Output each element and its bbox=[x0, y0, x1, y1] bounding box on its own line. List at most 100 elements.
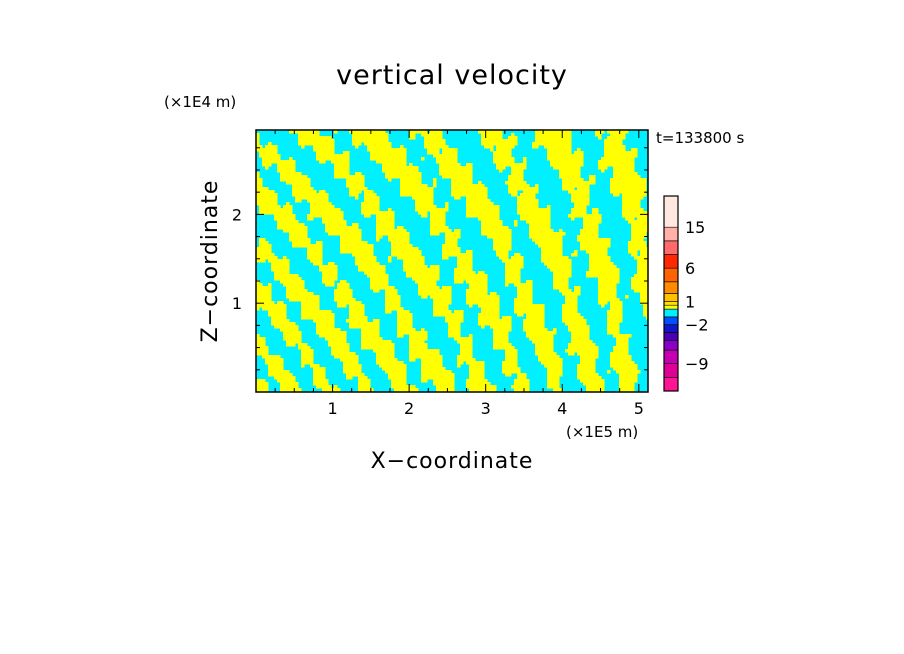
field-band bbox=[517, 286, 533, 290]
field-band bbox=[358, 382, 371, 386]
field-band bbox=[361, 340, 392, 344]
field-band bbox=[268, 373, 293, 377]
field-band bbox=[601, 169, 605, 173]
field-band bbox=[589, 268, 620, 272]
field-band bbox=[511, 166, 527, 170]
field-band bbox=[598, 289, 617, 293]
field-band bbox=[421, 373, 455, 377]
field-band bbox=[523, 328, 548, 332]
field-band bbox=[301, 313, 335, 317]
field-band bbox=[469, 373, 485, 377]
field-band bbox=[493, 346, 515, 350]
field-band bbox=[535, 352, 557, 356]
field-band bbox=[469, 367, 485, 371]
field-band bbox=[361, 208, 380, 212]
field-band bbox=[607, 313, 623, 317]
field-band bbox=[466, 280, 488, 284]
field-band bbox=[457, 358, 476, 362]
field-band bbox=[517, 208, 551, 212]
field-band bbox=[301, 364, 305, 368]
field-band bbox=[316, 331, 347, 335]
field-band bbox=[334, 292, 353, 296]
field-band bbox=[466, 298, 500, 302]
field-band bbox=[421, 295, 428, 299]
field-band bbox=[340, 235, 362, 239]
field-band bbox=[547, 151, 572, 155]
field-band bbox=[604, 145, 626, 149]
field-band bbox=[598, 166, 608, 170]
field-band bbox=[343, 361, 359, 365]
field-band bbox=[433, 181, 437, 185]
field-band bbox=[445, 241, 458, 245]
field-band bbox=[466, 301, 500, 305]
field-band bbox=[433, 382, 455, 386]
field-band bbox=[256, 175, 260, 179]
field-band bbox=[502, 364, 518, 368]
field-band bbox=[259, 154, 281, 158]
field-band bbox=[418, 289, 452, 293]
field-band bbox=[292, 184, 311, 188]
field-band bbox=[457, 265, 473, 269]
field-band bbox=[631, 253, 638, 257]
field-band bbox=[568, 190, 590, 194]
field-band bbox=[436, 388, 455, 392]
field-band bbox=[325, 229, 362, 233]
field-band bbox=[286, 286, 305, 290]
field-band bbox=[643, 313, 648, 317]
field-band bbox=[328, 340, 347, 344]
field-band bbox=[466, 250, 473, 254]
field-band bbox=[376, 235, 383, 239]
field-band bbox=[316, 322, 335, 326]
field-band bbox=[559, 169, 581, 173]
field-band bbox=[424, 139, 446, 143]
field-band bbox=[334, 355, 359, 359]
field-band bbox=[505, 349, 518, 353]
field-band bbox=[340, 238, 362, 242]
field-band bbox=[568, 214, 602, 218]
field-band bbox=[409, 358, 416, 362]
field-band bbox=[322, 217, 344, 221]
field-band bbox=[577, 148, 581, 152]
field-band bbox=[604, 139, 623, 143]
field-band bbox=[580, 361, 596, 365]
field-band bbox=[562, 178, 584, 182]
x-tick-label: 2 bbox=[404, 399, 414, 418]
field-band bbox=[571, 217, 575, 221]
field-band bbox=[553, 328, 557, 332]
field-band bbox=[307, 214, 344, 218]
field-band bbox=[577, 373, 599, 377]
colorbar-segment bbox=[663, 363, 679, 378]
field-band bbox=[628, 244, 647, 248]
field-band bbox=[505, 262, 524, 266]
field-band bbox=[589, 253, 608, 257]
field-band bbox=[352, 133, 389, 137]
field-band bbox=[595, 133, 602, 137]
field-band bbox=[523, 190, 539, 194]
field-band bbox=[286, 295, 320, 299]
field-band bbox=[403, 262, 425, 266]
field-band bbox=[403, 268, 440, 272]
field-band bbox=[568, 343, 596, 347]
field-band bbox=[391, 385, 416, 389]
field-band bbox=[430, 217, 446, 221]
colorbar-segment bbox=[663, 339, 679, 351]
field-band bbox=[409, 349, 440, 353]
field-band bbox=[496, 166, 506, 170]
field-band bbox=[256, 349, 269, 353]
field-band bbox=[358, 388, 374, 392]
field-band bbox=[505, 268, 521, 272]
colorbar-frame bbox=[663, 195, 679, 392]
field-band bbox=[643, 310, 648, 314]
field-band bbox=[640, 298, 648, 302]
field-band bbox=[493, 160, 515, 164]
field-band bbox=[424, 136, 443, 140]
colorbar-segment bbox=[663, 324, 679, 333]
field-band bbox=[334, 175, 365, 179]
field-band bbox=[529, 223, 551, 227]
field-band bbox=[631, 280, 648, 284]
field-band bbox=[403, 265, 428, 269]
field-band bbox=[451, 190, 488, 194]
field-band bbox=[598, 163, 635, 167]
field-band bbox=[622, 211, 648, 215]
